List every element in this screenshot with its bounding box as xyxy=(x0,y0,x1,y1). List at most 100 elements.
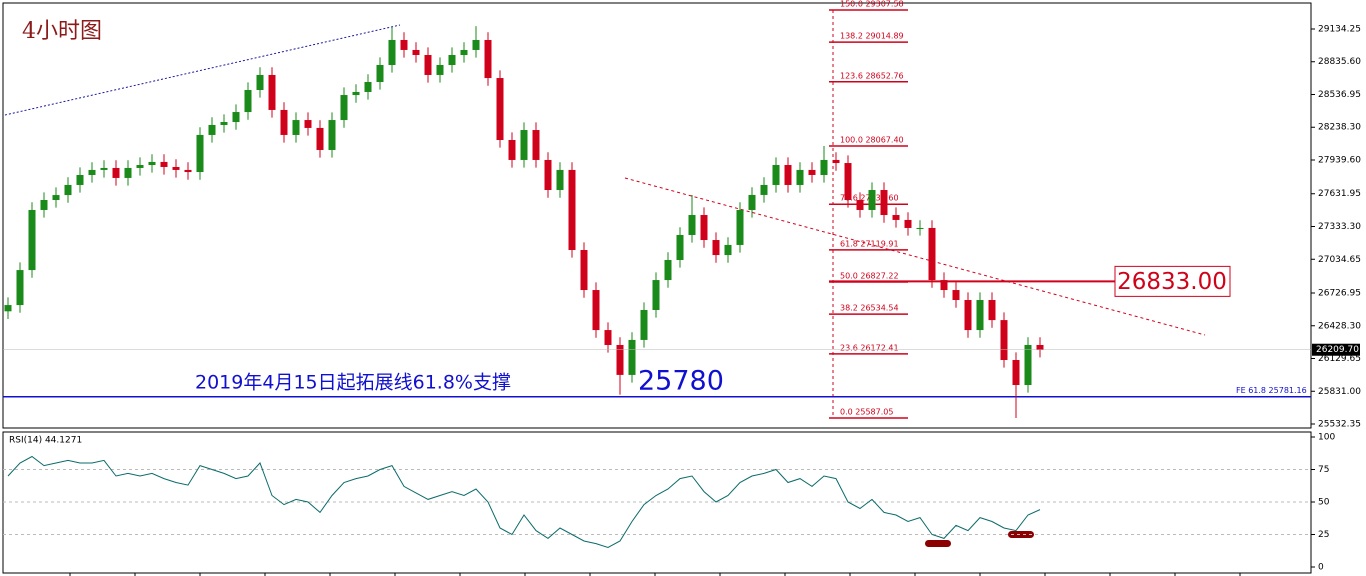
trend-line xyxy=(4,24,401,116)
y-tick-label: 25532.35 xyxy=(1318,420,1361,430)
candle-body xyxy=(340,95,348,121)
candle-body xyxy=(760,184,768,195)
candle-body xyxy=(544,159,552,191)
candle-body xyxy=(436,64,444,75)
y-tick-label: 27034.65 xyxy=(1318,255,1361,265)
fib-label: 150.0 29307.58 xyxy=(840,0,904,8)
candle-body xyxy=(676,234,684,260)
candle-body xyxy=(772,165,780,185)
y-tick-label: 28835.60 xyxy=(1318,57,1361,67)
candle-body xyxy=(580,250,588,291)
y-tick-label: 27333.30 xyxy=(1318,222,1361,232)
candle-body xyxy=(1012,360,1020,386)
candle-body xyxy=(76,174,84,185)
candle-body xyxy=(364,81,372,92)
fib-label: 138.2 29014.89 xyxy=(840,32,904,41)
last-price-label: 26209.70 xyxy=(1316,345,1359,355)
candle-body xyxy=(820,159,828,175)
candle-body xyxy=(52,195,60,200)
candle-body xyxy=(940,280,948,291)
rsi-title: RSI(14) 44.1271 xyxy=(9,436,82,446)
candle-body xyxy=(652,280,660,310)
fib-label: 0.0 25587.05 xyxy=(840,408,893,417)
support-label: FE 61.8 25781.16 xyxy=(1236,386,1307,395)
candle-body xyxy=(1024,344,1032,386)
candle-body xyxy=(748,194,756,210)
candle-body xyxy=(712,240,720,256)
candle-body xyxy=(724,244,732,256)
rsi-line xyxy=(7,455,1041,549)
candle-body xyxy=(856,199,864,210)
y-tick-label: 27631.95 xyxy=(1318,189,1361,199)
y-tick-label: 28536.95 xyxy=(1318,90,1361,100)
candle-body xyxy=(160,161,168,167)
y-tick-label: 26726.95 xyxy=(1318,289,1361,299)
candle-body xyxy=(304,120,312,128)
candle-body xyxy=(736,209,744,245)
candle-body xyxy=(112,167,120,178)
fib-label: 23.6 26172.41 xyxy=(840,343,899,352)
candle-body xyxy=(628,339,636,375)
candle-body xyxy=(616,344,624,375)
candle-body xyxy=(244,89,252,113)
candle-body xyxy=(556,169,564,191)
y-tick-label: 25831.00 xyxy=(1318,387,1361,397)
candle-body xyxy=(592,290,600,331)
last-price-box xyxy=(1312,343,1360,356)
candle-body xyxy=(604,330,612,345)
candle-body xyxy=(808,169,816,175)
candle-body xyxy=(496,78,504,141)
candle-body xyxy=(976,300,984,331)
candle-body xyxy=(460,49,468,56)
candle-body xyxy=(28,209,36,271)
candle-body xyxy=(376,64,384,82)
fib-label: 100.0 28067.40 xyxy=(840,135,904,144)
candle-body xyxy=(208,124,216,135)
candle-body xyxy=(268,74,276,110)
candle-body xyxy=(328,120,336,150)
candle-body xyxy=(520,130,528,160)
candle-body xyxy=(280,109,288,135)
candle-body xyxy=(400,39,408,50)
resistance-label: 26833.00 xyxy=(1117,269,1227,295)
candle-body xyxy=(880,190,888,216)
resistance-box xyxy=(1114,265,1231,297)
candle-body xyxy=(508,140,516,160)
y-tick-label: 28238.30 xyxy=(1318,123,1361,133)
fib-label: 123.6 28652.76 xyxy=(840,71,904,80)
candle-body xyxy=(484,39,492,79)
candle-body xyxy=(88,169,96,175)
candle-body xyxy=(100,167,108,170)
chart-title: 4小时图 xyxy=(22,19,102,44)
y-tick-label: 25 xyxy=(1318,530,1329,540)
annotation: 2019年4月15日起拓展线61.8%支撑 xyxy=(195,372,511,394)
candle-body xyxy=(148,161,156,166)
y-tick-label: 50 xyxy=(1318,498,1330,508)
candle-body xyxy=(4,305,12,312)
candle-body xyxy=(1036,344,1044,350)
y-tick-label: 27939.60 xyxy=(1318,156,1361,166)
candle-body xyxy=(136,165,144,168)
y-tick-label: 29134.25 xyxy=(1318,24,1361,34)
candle-body xyxy=(688,215,696,235)
candle-body xyxy=(916,227,924,229)
candle-body xyxy=(844,163,852,200)
candle-body xyxy=(184,169,192,173)
y-tick-label: 26129.65 xyxy=(1318,354,1361,364)
candle-body xyxy=(196,134,204,173)
y-tick-label: 100 xyxy=(1318,433,1335,443)
candle-body xyxy=(664,259,672,281)
fib-label: 50.0 26827.22 xyxy=(840,272,899,281)
price-panel xyxy=(2,2,1312,429)
candle-body xyxy=(892,215,900,220)
candle-body xyxy=(988,300,996,321)
candle-body xyxy=(532,130,540,160)
y-tick-label: 75 xyxy=(1318,465,1329,475)
candle-body xyxy=(124,167,132,178)
trend-line xyxy=(624,177,1206,336)
candle-body xyxy=(952,290,960,301)
candle-body xyxy=(412,49,420,56)
candle-body xyxy=(256,74,264,90)
candle-body xyxy=(928,227,936,281)
